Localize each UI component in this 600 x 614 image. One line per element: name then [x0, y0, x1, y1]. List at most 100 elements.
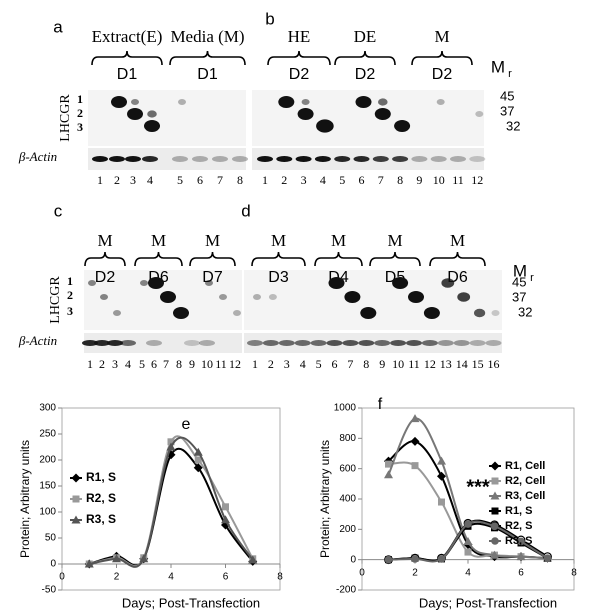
day-label: D3 [268, 269, 289, 286]
band-number: 2 [77, 106, 83, 120]
band [113, 310, 121, 316]
y-tick-label: 600 [339, 463, 356, 474]
lane-number: 4 [147, 173, 153, 187]
band [160, 291, 176, 303]
actin-band [390, 340, 407, 346]
band [344, 291, 361, 303]
lane-number: 5 [339, 173, 345, 187]
legend-label: R1, S [86, 470, 116, 484]
actin-band [334, 156, 351, 162]
band-number: 3 [67, 304, 73, 318]
legend-label: R2, S [505, 520, 533, 532]
marker [517, 537, 525, 546]
lane-number: 3 [130, 173, 136, 187]
plot-frame [61, 407, 281, 591]
legend-marker [490, 491, 500, 500]
band [297, 108, 314, 120]
panel-label: c [54, 201, 63, 220]
band [131, 99, 139, 105]
lane-number: 8 [237, 173, 243, 187]
band [144, 120, 160, 132]
actin-band [294, 340, 311, 346]
lane-number: 5 [177, 173, 183, 187]
marker [194, 456, 202, 464]
band [88, 280, 96, 286]
actin-band [192, 156, 208, 162]
lane-number: 5 [316, 357, 322, 371]
actin-band [107, 340, 123, 346]
marker [193, 463, 203, 473]
band [355, 96, 372, 108]
legend-label: R3, Cell [505, 490, 545, 502]
actin-band [485, 340, 502, 346]
actin-band [469, 156, 486, 162]
lane-number: 9 [416, 173, 422, 187]
lane-number: 2 [281, 173, 287, 187]
band [268, 294, 277, 300]
marker [411, 555, 419, 563]
lane-number: 2 [268, 357, 274, 371]
day-label: D2 [432, 66, 453, 83]
actin-band [453, 340, 470, 346]
marker [463, 536, 473, 545]
brace [169, 50, 246, 66]
lane-number: 8 [176, 357, 182, 371]
x-tick-label: 2 [114, 572, 120, 583]
day-label: D2 [289, 66, 310, 83]
actin-band [120, 340, 136, 346]
brace [189, 251, 236, 267]
lane-number: 10 [392, 357, 404, 371]
marker [221, 515, 230, 524]
actin-band [278, 340, 295, 346]
band [474, 308, 486, 318]
mr-subscript: r [530, 272, 534, 284]
actin-band [430, 156, 447, 162]
row-label: LHCGR [48, 276, 63, 324]
lane-number: 2 [114, 173, 120, 187]
actin-band [421, 340, 438, 346]
marker [410, 414, 420, 423]
lane-number: 11 [452, 173, 464, 187]
lane-number: 6 [332, 357, 338, 371]
marker [490, 550, 499, 559]
lane-number: 1 [262, 173, 268, 187]
marker [437, 555, 446, 563]
mw-marker: 37 [500, 103, 514, 118]
mw-marker: 32 [518, 304, 532, 319]
y-tick-label: 150 [39, 481, 56, 492]
y-tick-label: 300 [39, 403, 56, 414]
brace [91, 50, 163, 66]
panel-label: a [53, 17, 63, 36]
row-label: LHCGR [58, 94, 73, 142]
day-label: D2 [355, 66, 376, 83]
actin-membrane [84, 333, 242, 353]
lane-number: 11 [215, 357, 227, 371]
y-tick-label: 1000 [334, 403, 357, 414]
lane-number: 1 [87, 357, 93, 371]
band [253, 294, 261, 300]
band [491, 310, 500, 316]
lane-number: 11 [408, 357, 420, 371]
brace [267, 50, 331, 66]
actin-band [326, 340, 343, 346]
marker [384, 470, 393, 479]
lane-number: 1 [97, 173, 103, 187]
band [457, 292, 471, 302]
actin-band [342, 340, 359, 346]
x-tick-label: 6 [223, 572, 229, 583]
band-number: 1 [77, 92, 83, 106]
lane-number: 8 [397, 173, 403, 187]
group-header: Media (M) [170, 27, 244, 46]
actin-band [247, 340, 263, 346]
lane-number: 16 [488, 357, 500, 371]
x-tick-label: 8 [571, 567, 577, 578]
x-axis-title: Days; Post-Transfection [122, 595, 260, 610]
marker [167, 438, 175, 446]
legend-marker [491, 477, 499, 485]
actin-band [142, 156, 158, 162]
legend-label: R1, S [505, 505, 533, 517]
lane-number: 12 [229, 357, 241, 371]
marker [516, 552, 526, 561]
group-header: M [271, 231, 286, 250]
marker [248, 555, 258, 564]
